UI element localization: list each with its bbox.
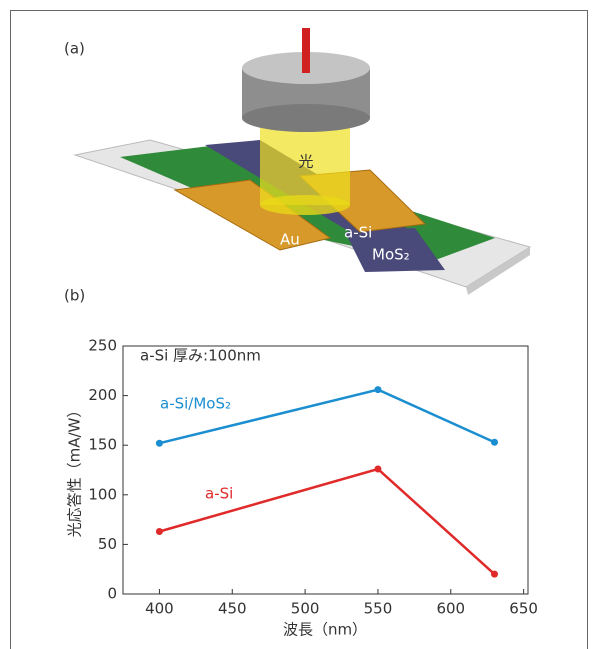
point <box>374 386 381 393</box>
x-tick-label: 650 <box>509 600 538 618</box>
y-tick-label: 0 <box>107 585 117 603</box>
illustration-label: 光 <box>298 153 313 171</box>
x-axis-label: 波長（nm） <box>283 621 367 639</box>
x-tick-label: 400 <box>145 600 174 618</box>
figure: (a) 光 Au a-Si MoS₂ (b) a-Si 厚み:100nm 波長（… <box>0 0 598 649</box>
plot-area <box>123 346 528 594</box>
point <box>374 466 381 473</box>
y-axis-label: 光応答性（mA/W） <box>66 403 84 538</box>
x-tick-label: 600 <box>436 600 465 618</box>
panel-label: (b) <box>64 287 85 305</box>
y-tick-label: 200 <box>88 386 117 404</box>
y-tick-label: 50 <box>98 535 117 553</box>
panel-label: (a) <box>64 40 85 58</box>
illustration-label: Au <box>280 231 300 249</box>
illustration-label: a-Si <box>344 224 372 242</box>
x-tick-label: 450 <box>218 600 247 618</box>
point <box>156 440 163 447</box>
series-label: a-Si/MoS₂ <box>160 395 231 413</box>
point <box>156 528 163 535</box>
illustration-label: MoS₂ <box>372 246 410 264</box>
point <box>491 571 498 578</box>
x-tick-label: 500 <box>291 600 320 618</box>
y-tick-label: 100 <box>88 485 117 503</box>
annotation: a-Si 厚み:100nm <box>140 347 261 365</box>
point <box>491 439 498 446</box>
x-tick-label: 550 <box>364 600 393 618</box>
series-label: a-Si <box>205 485 233 503</box>
y-tick-label: 150 <box>88 436 117 454</box>
y-tick-label: 250 <box>88 337 117 355</box>
